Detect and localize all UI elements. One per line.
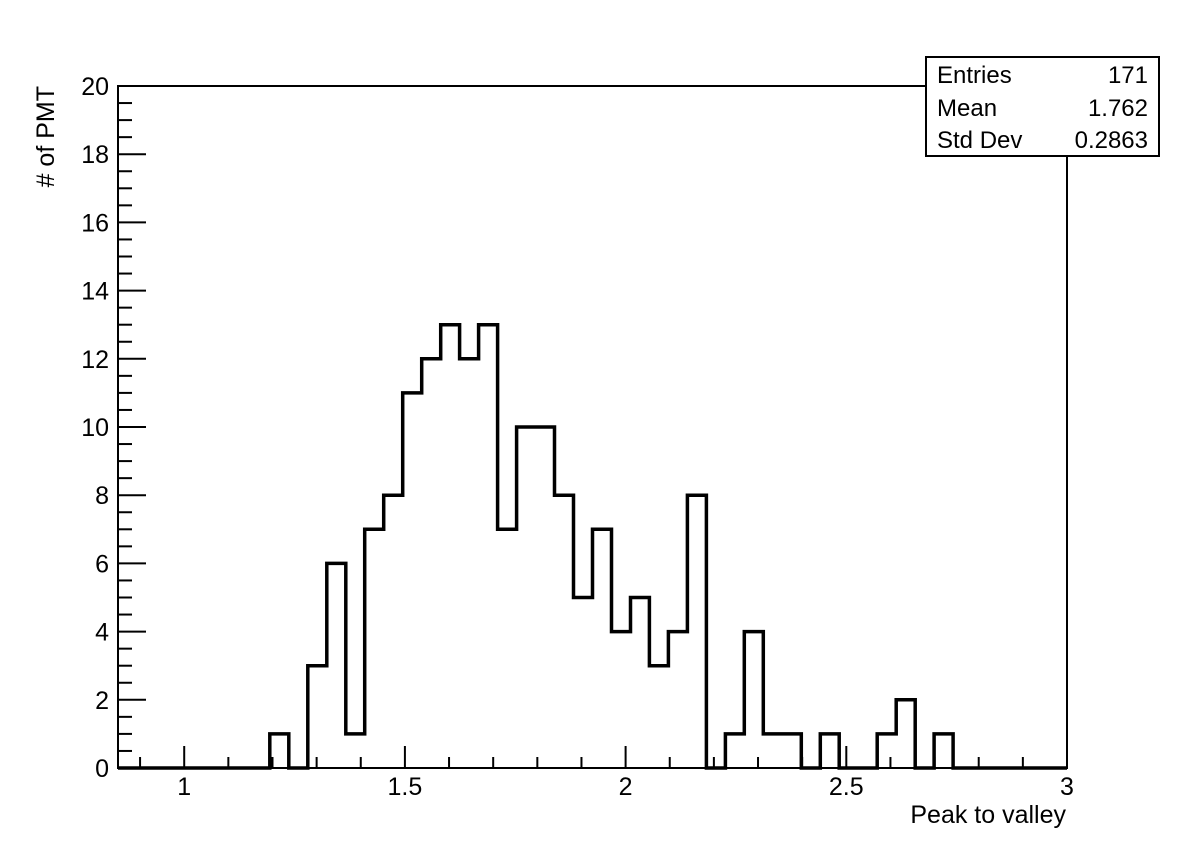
y-tick-label: 4 bbox=[95, 619, 109, 647]
x-axis-title: Peak to valley bbox=[910, 801, 1066, 829]
x-tick-label: 1.5 bbox=[388, 773, 423, 801]
stats-entries-value: 171 bbox=[1107, 61, 1148, 89]
stats-std-value: 0.2863 bbox=[1074, 126, 1148, 154]
y-tick-label: 0 bbox=[95, 755, 109, 783]
y-tick-label: 14 bbox=[81, 278, 109, 306]
stats-mean-label: Mean bbox=[937, 94, 998, 122]
stats-mean-row: Mean 1.762 bbox=[937, 92, 1148, 125]
y-tick-label: 2 bbox=[95, 687, 109, 715]
x-tick-label: 3 bbox=[1060, 773, 1074, 801]
x-tick-label: 1 bbox=[177, 773, 191, 801]
y-tick-label: 8 bbox=[95, 482, 109, 510]
stats-entries-row: Entries 171 bbox=[937, 59, 1148, 92]
y-tick-label: 6 bbox=[95, 550, 109, 578]
tick-labels: 1 1.5 2 2.5 3 0 2 4 6 8 10 12 14 16 18 20 bbox=[81, 73, 1074, 801]
stats-entries-label: Entries bbox=[937, 61, 1012, 89]
x-tick-label: 2.5 bbox=[829, 773, 864, 801]
y-tick-label: 10 bbox=[81, 414, 109, 442]
stats-std-label: Std Dev bbox=[937, 126, 1023, 154]
y-axis-title: # of PMT bbox=[32, 86, 60, 187]
y-tick-label: 18 bbox=[81, 141, 109, 169]
y-tick-label: 12 bbox=[81, 346, 109, 374]
plot-frame bbox=[117, 85, 1068, 769]
histogram-outline bbox=[118, 322, 1067, 770]
y-tick-label: 20 bbox=[81, 73, 109, 101]
stats-std-row: Std Dev 0.2863 bbox=[937, 124, 1148, 157]
x-tick-label: 2 bbox=[619, 773, 633, 801]
axis-ticks bbox=[118, 85, 1068, 769]
stats-mean-value: 1.762 bbox=[1087, 94, 1148, 122]
y-tick-label: 16 bbox=[81, 209, 109, 237]
stats-box: Entries 171 Mean 1.762 Std Dev 0.2863 bbox=[925, 56, 1160, 157]
